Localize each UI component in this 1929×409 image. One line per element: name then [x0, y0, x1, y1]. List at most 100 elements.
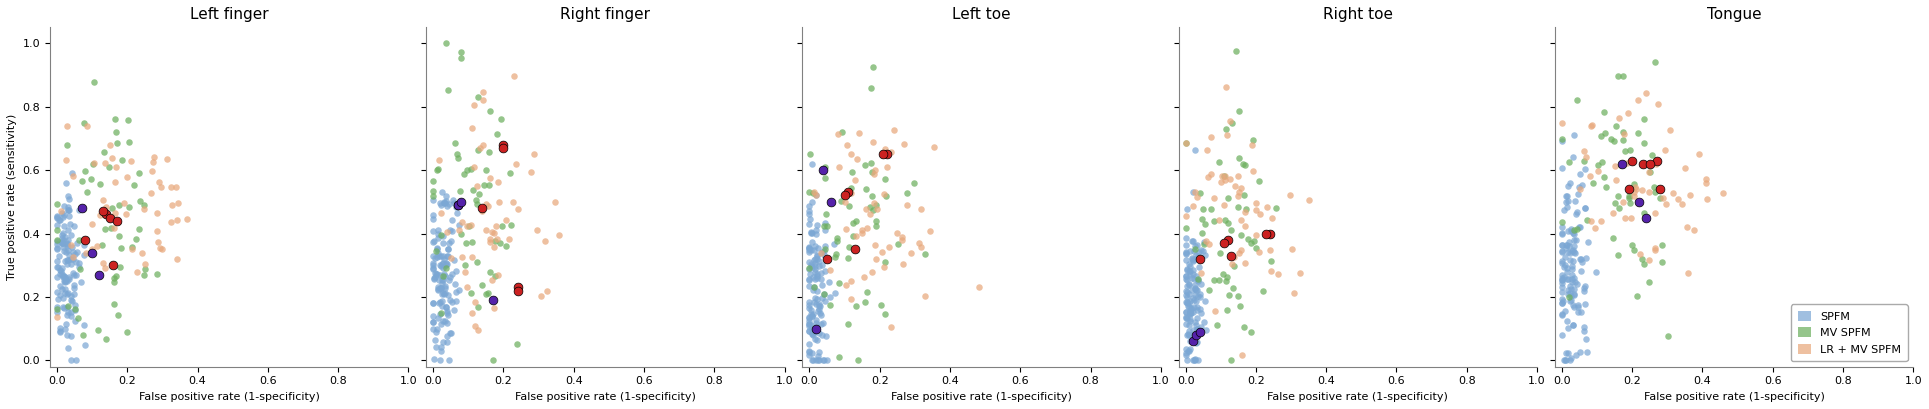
- Point: [1262, 205, 1292, 211]
- Point: [1559, 304, 1589, 310]
- Point: [1617, 241, 1647, 248]
- Point: [1177, 238, 1208, 244]
- Point: [905, 205, 936, 212]
- Point: [1672, 269, 1703, 276]
- Point: [54, 220, 85, 227]
- Point: [1175, 348, 1206, 354]
- Point: [797, 331, 828, 338]
- Point: [1179, 304, 1209, 310]
- Point: [60, 306, 91, 313]
- Point: [1553, 243, 1584, 249]
- Point: [810, 220, 841, 226]
- Point: [1576, 218, 1607, 225]
- Title: Right finger: Right finger: [561, 7, 650, 22]
- Point: [1568, 157, 1599, 164]
- Point: [1568, 323, 1599, 330]
- Point: [1211, 83, 1242, 90]
- Point: [1204, 159, 1235, 166]
- Point: [426, 290, 457, 297]
- Point: [1173, 322, 1204, 328]
- Point: [1690, 176, 1721, 182]
- Point: [451, 167, 482, 173]
- Point: [1649, 146, 1680, 153]
- Point: [1553, 242, 1584, 248]
- Point: [434, 240, 465, 247]
- Point: [1240, 245, 1271, 251]
- Point: [914, 228, 945, 234]
- Point: [1564, 186, 1595, 192]
- Point: [1171, 357, 1202, 364]
- Point: [1640, 247, 1671, 254]
- Point: [1549, 254, 1580, 260]
- Point: [1177, 357, 1208, 364]
- Point: [1219, 254, 1250, 261]
- Point: [882, 230, 912, 236]
- Point: [820, 254, 851, 260]
- Point: [422, 230, 453, 237]
- Point: [127, 250, 158, 257]
- Point: [1294, 197, 1325, 203]
- Point: [795, 299, 826, 306]
- Point: [52, 311, 83, 318]
- Point: [422, 283, 453, 290]
- Point: [422, 166, 453, 172]
- Point: [795, 229, 826, 235]
- Point: [52, 309, 83, 315]
- Point: [1175, 338, 1206, 344]
- Point: [1645, 195, 1676, 202]
- Point: [1204, 277, 1235, 283]
- Point: [1275, 192, 1306, 199]
- Point: [480, 238, 511, 244]
- Point: [421, 270, 451, 276]
- Point: [1547, 136, 1578, 143]
- Point: [808, 248, 839, 255]
- Point: [1663, 196, 1694, 202]
- Point: [1553, 159, 1584, 166]
- Point: [419, 227, 449, 234]
- Point: [1211, 274, 1242, 281]
- Point: [1209, 277, 1240, 284]
- Point: [910, 251, 941, 257]
- Point: [1603, 193, 1634, 200]
- Point: [872, 164, 903, 170]
- Point: [1618, 180, 1649, 187]
- Point: [48, 304, 79, 311]
- Point: [799, 189, 829, 196]
- Point: [1615, 194, 1645, 201]
- Point: [833, 189, 864, 196]
- Point: [1588, 159, 1618, 165]
- Point: [1181, 194, 1211, 201]
- Point: [422, 245, 453, 251]
- Point: [419, 192, 449, 199]
- Point: [446, 231, 476, 237]
- Point: [52, 256, 83, 263]
- Point: [488, 144, 519, 151]
- Point: [98, 225, 129, 231]
- Point: [799, 283, 829, 290]
- Point: [801, 319, 831, 326]
- Point: [853, 288, 883, 295]
- Point: [1171, 288, 1202, 294]
- Point: [1547, 248, 1578, 255]
- Point: [438, 257, 469, 263]
- Point: [98, 179, 129, 186]
- Point: [797, 238, 828, 245]
- Point: [1177, 258, 1208, 265]
- Point: [1547, 300, 1578, 306]
- Point: [1674, 192, 1705, 199]
- Point: [436, 227, 467, 233]
- Point: [1204, 249, 1235, 256]
- Point: [1171, 213, 1202, 220]
- Point: [822, 234, 853, 241]
- Point: [1182, 276, 1213, 283]
- Point: [463, 94, 494, 100]
- Point: [1557, 322, 1588, 328]
- Point: [1229, 191, 1260, 198]
- Point: [1570, 336, 1601, 343]
- Point: [419, 260, 449, 266]
- Point: [112, 173, 143, 180]
- Point: [795, 320, 826, 327]
- Point: [440, 281, 471, 287]
- Point: [478, 273, 509, 280]
- Point: [442, 268, 473, 274]
